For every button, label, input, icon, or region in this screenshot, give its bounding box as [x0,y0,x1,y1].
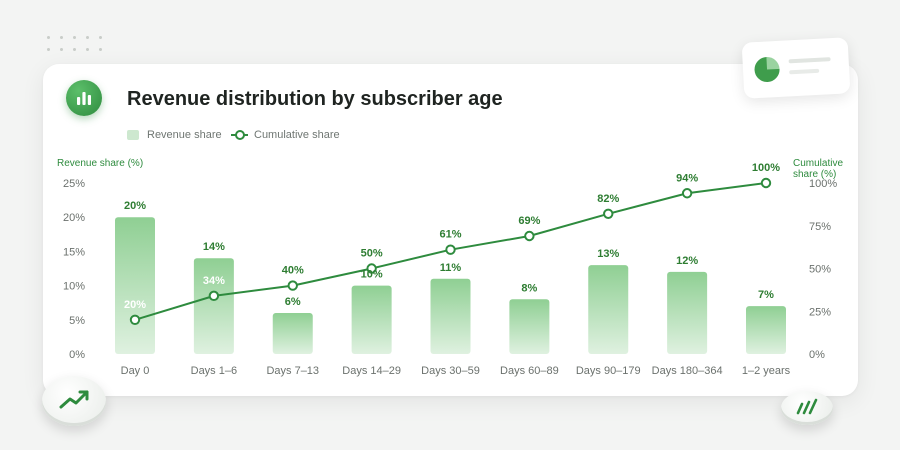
bar-value-label: 20% [124,200,146,212]
y-axis-tick-label: 5% [69,315,85,327]
x-axis-tick-label: Days 14–29 [342,365,401,377]
line-value-label: 100% [752,162,780,174]
y2-axis-tick-label: 50% [809,264,831,276]
y-axis-tick-label: 0% [69,349,85,361]
trend-up-icon [59,390,89,409]
bar-value-label: 8% [521,282,537,294]
line-point [129,314,141,325]
x-axis-tick-label: 1–2 years [742,365,791,377]
y2-axis-tick-label: 100% [809,178,837,190]
decorative-dot [60,48,63,51]
x-axis-tick-label: Days 60–89 [500,365,559,377]
decorative-dot [73,48,76,51]
floating-summary-card [741,37,851,99]
decorative-dot [60,36,63,39]
bar-value-label: 7% [758,289,774,301]
bar [351,285,392,354]
chart-title: Revenue distribution by subscriber age [127,88,503,110]
bar [509,299,550,354]
y2-axis-title-line: share (%) [793,169,836,180]
decorative-dot [73,36,76,39]
bar [667,271,708,354]
legend-line-marker [235,130,245,140]
x-axis-tick-label: Day 0 [121,365,150,377]
line-point [524,230,535,242]
pie-chart-icon [753,56,781,84]
y-axis-tick-label: 25% [63,178,85,190]
line-value-label: 34% [203,275,225,287]
decorative-dot [86,36,89,39]
bar [272,312,313,354]
bar-value-label: 6% [285,296,301,308]
line-value-label: 50% [361,248,383,260]
x-axis-tick-label: Days 30–59 [421,365,480,377]
line-point [681,188,693,199]
decorative-dot [47,48,50,51]
decorative-dot [47,36,50,39]
line-point [366,263,377,274]
line-value-label: 82% [597,193,619,205]
bars-coin-decoration [781,391,833,425]
bar-value-label: 11% [440,262,462,274]
y2-axis-tick-label: 75% [809,221,831,233]
line-point [603,208,614,219]
bars-icon [796,398,818,415]
line-value-label: 61% [439,229,461,241]
legend-label-bars: Revenue share [147,129,222,141]
decorative-dot [99,36,102,39]
y-axis-tick-label: 15% [63,246,85,258]
line-value-label: 94% [676,172,698,184]
y-axis-tick-label: 20% [63,212,85,224]
bar-value-label: 10% [361,269,383,281]
y2-axis-title-line: Cumulative [793,158,843,169]
line-value-label: 69% [518,215,540,227]
y-axis-title: Revenue share (%) [57,158,143,169]
decorative-dot [86,48,89,51]
bar-value-label: 14% [203,241,225,253]
line-point [208,290,220,302]
y2-axis-tick-label: 25% [809,306,831,318]
bar [115,217,155,354]
bar [430,278,471,354]
x-axis-tick-label: Days 1–6 [191,365,237,377]
bar-value-label: 13% [597,248,619,260]
text-layer: 0% 5% 10% 15% 20% 25% 0% 25% 50% 75% 100% Revenue s… [57,158,843,377]
line-value-label: 20% [124,299,146,311]
line-layer [129,177,772,325]
line-point [445,244,456,255]
x-axis-tick-label: Days 90–179 [576,365,641,377]
bar-value-label: 12% [676,255,698,267]
decorative-dot-grid [47,36,107,66]
x-axis-tick-label: Days 7–13 [266,365,319,377]
trend-coin-decoration [42,376,106,426]
bar-chart-icon [66,80,102,116]
y2-axis-tick-label: 0% [809,349,825,361]
y-axis-tick-label: 10% [63,281,85,293]
line-value-label: 40% [282,265,304,277]
bar [588,265,629,354]
line-point [760,177,772,189]
legend-swatch-bar [127,130,139,140]
bars-layer [115,217,786,354]
decorative-dot [99,48,102,51]
x-axis-tick-label: Days 180–364 [652,365,723,377]
legend-label-line: Cumulative share [254,129,340,141]
bar [193,258,234,354]
line-point [287,280,298,291]
bar [746,306,786,354]
